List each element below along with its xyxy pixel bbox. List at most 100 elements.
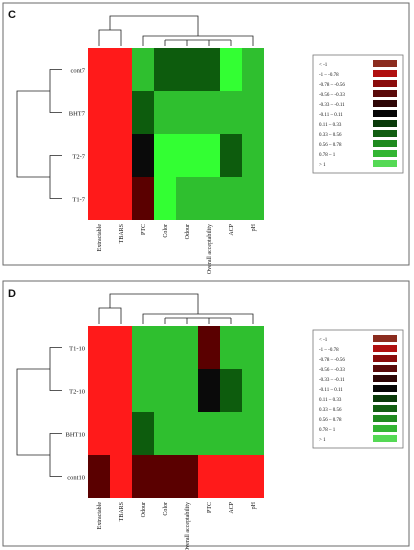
panel-d-cell <box>176 369 198 412</box>
panel-d-cell <box>88 455 110 498</box>
panel-d-cell <box>88 326 110 369</box>
panel-c-legend-label: -0.56 – -0.33 <box>319 93 345 98</box>
panel-d-column-label: Odour <box>141 502 147 517</box>
panel-d-cell <box>110 326 132 369</box>
panel-c-cell <box>176 134 198 177</box>
panel-c-cell <box>176 91 198 134</box>
panel-d-cell <box>242 369 264 412</box>
panel-c-legend-label: -1 – -0.78 <box>319 73 339 78</box>
panel-d-cell <box>132 412 154 455</box>
panel-d-letter: D <box>8 288 16 300</box>
panel-d-cell <box>198 369 220 412</box>
panel-d-cell <box>132 326 154 369</box>
panel-c-row-label: BHT7 <box>69 111 86 118</box>
panel-d-heatmap: T1-10 T2-10 BHT10 cont10 Extractable TBARS Odo… <box>16 293 404 550</box>
panel-d-legend-swatch <box>373 335 397 342</box>
panel-c-cell <box>198 177 220 220</box>
panel-c-column-label: Color <box>163 224 169 238</box>
panel-d-cell <box>154 455 176 498</box>
panel-c-cell <box>198 48 220 91</box>
panel-d-cell <box>154 412 176 455</box>
panel-d-column-label: Color <box>163 502 169 516</box>
panel-c-legend-label: < -1 <box>319 63 328 68</box>
panel-c-cell <box>132 48 154 91</box>
panel-d-column-label: ACP <box>229 501 235 513</box>
panel-c-cell <box>242 177 264 220</box>
panel-c-cell <box>198 134 220 177</box>
panel-c-legend-label: -0.11 – 0.11 <box>319 113 343 118</box>
panel-c-column-label: TBARS <box>119 224 125 243</box>
panel-d-legend-swatch <box>373 435 397 442</box>
panel-d-cell <box>154 369 176 412</box>
panel-d-cell <box>242 326 264 369</box>
panel-d-legend-swatch <box>373 405 397 412</box>
panel-c-legend-label: -0.33 – -0.11 <box>319 103 345 108</box>
panel-d-legend-swatch <box>373 375 397 382</box>
panel-c-legend-label: > 1 <box>319 163 326 168</box>
panel-c-legend-label: 0.33 – 0.56 <box>319 133 342 138</box>
panel-d-cell <box>242 412 264 455</box>
panel-d-row-label: T2-10 <box>69 389 85 396</box>
panel-c-row-dendrogram <box>16 69 62 199</box>
panel-c-cell <box>88 48 110 91</box>
panel-c-cell <box>154 91 176 134</box>
panel-c-legend-label: 0.11 – 0.33 <box>319 123 342 128</box>
panel-d-row-label: cont10 <box>67 475 85 482</box>
panel-d-cell <box>132 455 154 498</box>
panel-d-cell <box>176 326 198 369</box>
panel-d-cell <box>242 455 264 498</box>
panel-d-cell <box>220 455 242 498</box>
panel-d-legend-label: > 1 <box>319 438 326 443</box>
panel-c-row-label: T1-7 <box>72 197 85 204</box>
panel-c-cell <box>88 91 110 134</box>
panel-c-column-label: Odour <box>185 224 191 239</box>
panel-c-cell <box>154 134 176 177</box>
panel-c-cell <box>110 134 132 177</box>
panel-c-cell <box>242 91 264 134</box>
panel-d-legend-label: -0.78 – -0.56 <box>319 358 345 363</box>
panel-c-legend-swatch <box>373 140 397 147</box>
panel-c-column-label: Overall acceptability <box>207 224 213 274</box>
panel-c-column-dendrogram <box>98 15 254 46</box>
panel-d-legend-swatch <box>373 395 397 402</box>
panel-d-cell <box>88 369 110 412</box>
panel-c-heatmap: cont7 BHT7 T2-7 T1-7 Extractable TBARS PTC Colo… <box>16 15 404 274</box>
panel-d-legend-label: -0.33 – -0.11 <box>319 378 345 383</box>
panel-c-legend-swatch <box>373 80 397 87</box>
panel-d-legend-swatch <box>373 365 397 372</box>
panel-d-legend: < -1 -1 – -0.78 -0.78 – -0.56 -0.56 – -0.33… <box>312 329 404 449</box>
panel-d-row-label: BHT10 <box>66 432 86 439</box>
panel-d-column-label: PTC <box>207 502 213 513</box>
panel-c-row-label: cont7 <box>71 68 86 75</box>
panel-d-cell <box>198 455 220 498</box>
panel-d-cell <box>110 412 132 455</box>
panel-d-column-label: TBARS <box>119 502 125 521</box>
panel-c-cell <box>242 134 264 177</box>
panel-c-legend-swatch <box>373 150 397 157</box>
panel-c-column-label: pH <box>251 223 257 231</box>
panel-c-legend-swatch <box>373 70 397 77</box>
panel-c-cell <box>88 134 110 177</box>
panel-d-cell <box>132 369 154 412</box>
panel-d-legend-label: -1 – -0.78 <box>319 348 339 353</box>
panel-c-cell <box>132 134 154 177</box>
panel-d-cell <box>198 412 220 455</box>
panel-c-legend-swatch <box>373 100 397 107</box>
panel-c-cell <box>220 134 242 177</box>
panel-d-column-label: pH <box>251 501 257 509</box>
panel-d-cell <box>220 369 242 412</box>
panel-d-legend-label: 0.11 – 0.33 <box>319 398 342 403</box>
panel-d-legend-swatch <box>373 425 397 432</box>
panel-d-legend-label: 0.78 – 1 <box>319 428 336 433</box>
panel-c-legend-swatch <box>373 120 397 127</box>
panel-c-legend-swatch <box>373 110 397 117</box>
panel-d-cell <box>154 326 176 369</box>
panel-d-cell <box>198 326 220 369</box>
panel-c-cell <box>110 91 132 134</box>
panel-d-legend-label: -0.11 – 0.11 <box>319 388 343 393</box>
panel-d-legend-swatch <box>373 355 397 362</box>
panel-d-cell <box>176 412 198 455</box>
panel-c-legend-label: 0.78 – 1 <box>319 153 336 158</box>
panel-d-column-dendrogram <box>98 293 254 324</box>
panel-d-row-dendrogram <box>16 347 62 477</box>
